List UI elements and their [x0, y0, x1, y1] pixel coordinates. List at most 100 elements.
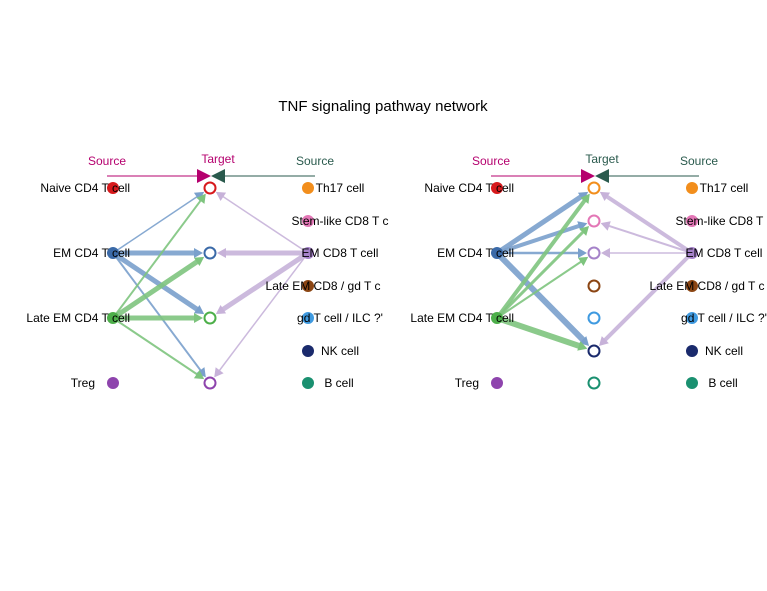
edge-arrowhead [599, 191, 611, 202]
target-header: Target [585, 152, 619, 166]
edge-em_cd4-to-treg [112, 252, 204, 374]
source-label-b: B cell [324, 376, 353, 390]
target-node-late_em_cd8 [587, 279, 601, 293]
edge-em_cd8-to-th17 [603, 193, 694, 255]
source-header-right: Source [680, 154, 718, 168]
edges [111, 191, 310, 380]
source-header-left: Source [472, 154, 510, 168]
source-node-treg [107, 377, 119, 389]
edge-arrowhead [215, 191, 227, 202]
source-node-b [302, 377, 314, 389]
source-node-th17 [302, 182, 314, 194]
source-label-late_em_cd8: Late EM CD8 / gd T c [650, 279, 765, 293]
source-label-late_em_cd8: Late EM CD8 / gd T c [266, 279, 381, 293]
source-label-th17: Th17 cell [700, 181, 749, 195]
source-node-late_em_cd8 [686, 280, 698, 292]
source-node-late_em_cd4 [107, 312, 119, 324]
source-node-em_cd8 [686, 247, 698, 259]
source-label-treg: Treg [71, 376, 95, 390]
edge-em_cd4-to-nk [494, 250, 587, 344]
source-node-em_cd4 [491, 247, 503, 259]
source-label-em_cd4: EM CD4 T cell [53, 246, 130, 260]
diagram-title: TNF signaling pathway network [278, 98, 488, 115]
edge-em_cd8-to-stem_cd8 [606, 224, 693, 254]
edge-arrowhead [578, 248, 587, 258]
edge-em_cd4-to-naive_cd4 [112, 194, 200, 254]
edge-arrowhead [196, 193, 206, 204]
source-label-treg: Treg [455, 376, 479, 390]
edge-em_cd4-to-late_em_cd4 [111, 250, 201, 313]
target-node-b [587, 376, 601, 390]
source-label-em_cd4: EM CD4 T cell [437, 246, 514, 260]
edge-late_em_cd4-to-th17 [495, 197, 588, 320]
edge-arrowhead [215, 304, 227, 315]
target-node-naive_cd4 [203, 181, 217, 195]
edge-arrowhead [598, 336, 609, 347]
source-node-gd_ilc [686, 312, 698, 324]
source-label-em_cd8: EM CD8 T cell [302, 246, 379, 260]
source-label-em_cd8: EM CD8 T cell [686, 246, 763, 260]
edge-arrowhead [194, 248, 203, 258]
source-label-th17: Th17 cell [316, 181, 365, 195]
edge-arrowhead [600, 221, 611, 231]
panels: Source Target Source Naive CD4 T cell EM CD4… [26, 152, 767, 390]
edge-arrowhead [193, 369, 205, 380]
target-node-treg [203, 376, 217, 390]
target-node-late_em_cd4 [203, 311, 217, 325]
edge-late_em_cd4-to-stem_cd8 [495, 229, 586, 320]
target-node-nk [587, 344, 601, 358]
source-node-late_em_cd4 [491, 312, 503, 324]
edge-late_em_cd4-to-em_cd4 [111, 258, 201, 321]
target-node-th17 [587, 181, 601, 195]
source-label-naive_cd4: Naive CD4 T cell [40, 181, 130, 195]
edge-arrowhead [193, 256, 205, 267]
edge-arrowhead [217, 248, 226, 258]
source-header-left: Source [88, 154, 126, 168]
source-label-naive_cd4: Naive CD4 T cell [424, 181, 514, 195]
network-panel-2: Source Target Source Naive CD4 T cell EM CD4… [410, 152, 767, 390]
source-label-late_em_cd4: Late EM CD4 T cell [26, 311, 130, 325]
target-node-em_cd8 [587, 246, 601, 260]
edge-arrowhead [577, 341, 588, 351]
edge-arrowhead [196, 367, 206, 378]
source-node-b [686, 377, 698, 389]
source-node-naive_cd4 [107, 182, 119, 194]
edge-em_cd8-to-nk [601, 251, 694, 344]
source-node-stem_cd8 [686, 215, 698, 227]
edge-arrowhead [577, 191, 589, 202]
edge-arrowhead [193, 191, 205, 202]
edge-arrowhead [577, 221, 588, 231]
edge-em_cd8-to-late_em_cd4 [219, 250, 310, 313]
source-node-th17 [686, 182, 698, 194]
target-bowtie-right [211, 169, 225, 183]
edge-arrowhead [193, 304, 205, 315]
edge-arrowhead [579, 225, 590, 236]
target-node-stem_cd8 [587, 214, 601, 228]
source-label-nk: NK cell [705, 344, 743, 358]
source-node-em_cd4 [107, 247, 119, 259]
target-node-gd_ilc [587, 311, 601, 325]
source-node-nk [686, 345, 698, 357]
source-label-stem_cd8: Stem-like CD8 T c [292, 214, 389, 228]
source-label-gd_ilc: gd T cell / ILC ?' [297, 311, 383, 325]
network-panel-1: Source Target Source Naive CD4 T cell EM CD4… [26, 152, 388, 390]
edge-late_em_cd4-to-treg [112, 317, 200, 377]
source-label-stem_cd8: Stem-like CD8 T c [676, 214, 767, 228]
edge-em_cd4-to-stem_cd8 [496, 223, 583, 255]
target-node-em_cd4 [203, 246, 217, 260]
edge-arrowhead [601, 248, 610, 258]
edges [494, 191, 694, 351]
target-bowtie-left [197, 169, 211, 183]
edge-late_em_cd4-to-nk [496, 315, 583, 350]
target-bowtie-left [581, 169, 595, 183]
edge-em_cd8-to-treg [217, 252, 309, 374]
source-label-b: B cell [708, 376, 737, 390]
target-header: Target [201, 152, 235, 166]
edge-em_cd4-to-th17 [495, 193, 585, 256]
source-node-late_em_cd8 [302, 280, 314, 292]
edge-late_em_cd4-to-naive_cd4 [112, 197, 204, 319]
source-node-treg [491, 377, 503, 389]
edge-arrowhead [577, 256, 589, 267]
edge-arrowhead [580, 193, 590, 204]
